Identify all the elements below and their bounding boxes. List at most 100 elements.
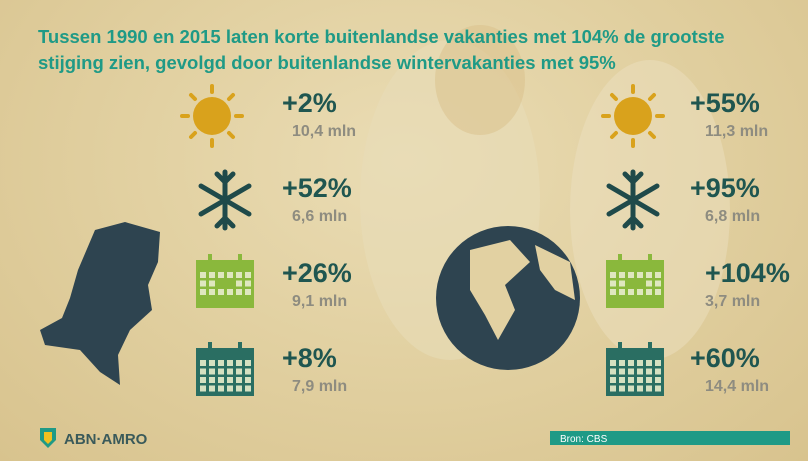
count: 10,4 mln <box>292 123 357 140</box>
calendar-part <box>208 254 212 264</box>
calendar-part <box>227 368 233 375</box>
calendar-part <box>655 280 661 287</box>
calendar-part <box>628 377 634 383</box>
calendar-part <box>227 280 233 287</box>
globe-icon <box>436 226 580 370</box>
calendar-part <box>628 289 634 295</box>
calendar-part <box>236 377 242 383</box>
change: +95% <box>690 173 760 203</box>
calendar-part <box>200 280 206 287</box>
sun-icon <box>180 84 244 148</box>
calendar-part <box>655 385 661 392</box>
calendar-part <box>610 289 616 295</box>
calendar-part <box>628 368 634 375</box>
source-bar <box>550 431 790 445</box>
calendar-part <box>619 280 625 287</box>
calendar-part <box>236 272 242 278</box>
calendar-part <box>619 360 625 366</box>
count: 11,3 mln <box>705 123 769 140</box>
change: +55% <box>690 88 760 118</box>
calendar-part <box>637 289 643 295</box>
calendar-part <box>209 280 215 287</box>
calendar-part <box>610 377 616 383</box>
calendar-part <box>236 289 242 295</box>
calendar-part <box>637 360 643 366</box>
calendar-part <box>218 368 224 375</box>
calendar-part <box>245 377 251 383</box>
calendar-part <box>208 342 212 352</box>
change: +52% <box>282 173 352 203</box>
calendar-part <box>648 342 652 352</box>
calendar-part <box>200 360 206 366</box>
calendar-part <box>655 377 661 383</box>
calendar-part <box>628 385 634 392</box>
sun-icon <box>601 84 665 148</box>
change: +8% <box>282 343 337 373</box>
calendar-part <box>619 385 625 392</box>
calendar-part <box>610 360 616 366</box>
calendar-part <box>236 385 242 392</box>
calendar-part <box>245 289 251 295</box>
calendar-part <box>646 368 652 375</box>
calendar-part <box>619 289 625 295</box>
count: 14,4 mln <box>705 378 770 395</box>
title-line: Tussen 1990 en 2015 laten korte buitenla… <box>38 26 725 47</box>
calendar-part <box>610 272 616 278</box>
calendar-part <box>245 280 251 287</box>
logo-text: ABN·AMRO <box>64 431 148 448</box>
calendar-part <box>646 360 652 366</box>
calendar-part <box>646 280 652 287</box>
calendar-part <box>227 377 233 383</box>
title-line: stijging zien, gevolgd door buitenlandse… <box>38 52 616 73</box>
calendar-part <box>637 280 643 287</box>
calendar-part <box>227 289 233 295</box>
calendar-part <box>637 385 643 392</box>
calendar-part <box>655 368 661 375</box>
calendar-part <box>637 377 643 383</box>
calendar-part <box>200 289 206 295</box>
calendar-part <box>200 385 206 392</box>
source: Bron: CBS <box>560 434 608 445</box>
calendar-part <box>238 342 242 352</box>
calendar-part <box>209 289 215 295</box>
calendar-part <box>209 368 215 375</box>
calendar-part <box>245 360 251 366</box>
count: 7,9 mln <box>292 378 348 395</box>
calendar-part <box>648 254 652 264</box>
calendar-part <box>238 254 242 264</box>
calendar-part <box>209 360 215 366</box>
calendar-part <box>628 360 634 366</box>
calendar-part <box>646 377 652 383</box>
netherlands-map <box>40 222 160 385</box>
calendar-part <box>610 280 616 287</box>
calendar-part <box>218 289 224 295</box>
calendar-part <box>646 289 652 295</box>
calendar-part <box>236 280 242 287</box>
calendar-part <box>218 280 224 287</box>
change: +104% <box>705 258 790 288</box>
count: 6,8 mln <box>705 208 761 225</box>
calendar-part <box>619 272 625 278</box>
calendar-part <box>619 368 625 375</box>
calendar-part <box>245 368 251 375</box>
snowflake-icon <box>198 169 252 231</box>
calendar-part <box>218 385 224 392</box>
calendar-part <box>618 342 622 352</box>
calendar-part <box>218 360 224 366</box>
photo-head <box>435 25 525 135</box>
calendar-part <box>227 272 233 278</box>
calendar-part <box>227 385 233 392</box>
count: 9,1 mln <box>292 293 348 310</box>
calendar-part <box>655 289 661 295</box>
calendar-part <box>209 377 215 383</box>
calendar-part <box>637 272 643 278</box>
calendar-part <box>200 368 206 375</box>
calendar-part <box>618 254 622 264</box>
calendar-part <box>637 368 643 375</box>
change: +26% <box>282 258 352 288</box>
snowflake-icon <box>606 169 660 231</box>
count: 3,7 mln <box>705 293 761 310</box>
calendar-part <box>209 385 215 392</box>
